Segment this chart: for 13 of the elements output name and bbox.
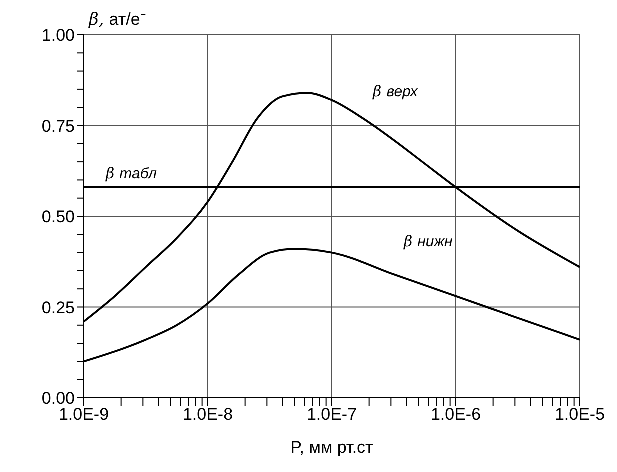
ref-line-label: β табл bbox=[105, 164, 158, 182]
x-tick-label: 1.0E-5 bbox=[554, 405, 606, 424]
y-tick-label: 1.00 bbox=[42, 26, 75, 46]
y-tick-label: 0.50 bbox=[42, 208, 75, 227]
y-axis-title: β, ат/e⁻ bbox=[88, 10, 146, 30]
x-tick-label: 1.0E-6 bbox=[430, 405, 482, 424]
y-tick-label: 0.75 bbox=[42, 116, 75, 136]
x-tick-label: 1.0E-8 bbox=[182, 405, 234, 424]
series-label: β нижн bbox=[402, 232, 453, 251]
series-label: β верх bbox=[372, 82, 418, 100]
y-tick-label: 0.25 bbox=[42, 298, 75, 318]
x-axis-title: P, мм рт.ст bbox=[290, 438, 374, 457]
x-tick-label: 1.0E-7 bbox=[306, 405, 358, 424]
